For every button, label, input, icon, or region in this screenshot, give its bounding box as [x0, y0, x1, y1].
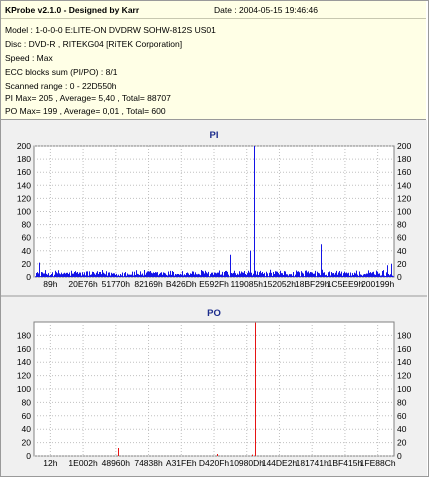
po-x-tick: 48960h: [102, 458, 131, 468]
info-disc: Disc : DVD-R , RITEKG04 [RiTEK Corporati…: [5, 39, 183, 49]
info-pi-summary: PI Max= 205 , Average= 5,40 , Total= 887…: [5, 93, 171, 103]
po-y-tick-right: 180: [397, 330, 411, 340]
po-x-tick: 74838h: [134, 458, 163, 468]
po-y-tick-right: 120: [397, 371, 411, 381]
po-y-tick-right: 40: [397, 424, 407, 434]
po-x-tick: D420Fh: [199, 458, 230, 468]
po-y-tick-right: 60: [397, 411, 407, 421]
pi-y-tick-left: 200: [17, 141, 31, 151]
pi-x-tick: 89h: [43, 279, 57, 289]
po-y-tick-left: 160: [17, 344, 31, 354]
po-x-tick: 12h: [43, 458, 57, 468]
po-y-tick-left: 140: [17, 357, 31, 367]
po-y-tick-right: 80: [397, 397, 407, 407]
pi-y-tick-right: 140: [397, 180, 411, 190]
pi-y-tick-left: 20: [22, 259, 32, 269]
po-x-tick: A31FEh: [166, 458, 197, 468]
pi-y-tick-left: 120: [17, 193, 31, 203]
info-po-summary: PO Max= 199 , Average= 0,01 , Total= 600: [5, 106, 166, 116]
pi-y-tick-right: 200: [397, 141, 411, 151]
po-y-tick-right: 100: [397, 384, 411, 394]
pi-x-tick: 1C5EE9h: [327, 279, 364, 289]
pi-y-tick-right: 180: [397, 154, 411, 164]
pi-x-tick: 200199h: [361, 279, 394, 289]
po-chart-title: PO: [207, 308, 221, 319]
pi-y-tick-right: 20: [397, 259, 407, 269]
info-ecc-blocks: ECC blocks sum (PI/PO) : 8/1: [5, 67, 118, 77]
pi-y-tick-right: 40: [397, 246, 407, 256]
pi-y-tick-right: 120: [397, 193, 411, 203]
po-chart: PO 0 0 20 20 40 40 60 60 80 80 100 100 120 120 140 140 16…: [17, 308, 412, 468]
pi-x-tick: 152052h: [263, 279, 296, 289]
pi-y-tick-right: 80: [397, 220, 407, 230]
po-x-tick: 144DE2h: [262, 458, 298, 468]
po-y-tick-left: 60: [22, 411, 32, 421]
pi-y-tick-right: 0: [397, 272, 402, 282]
po-x-tick: 1FE88Ch: [360, 458, 396, 468]
pi-y-tick-left: 140: [17, 180, 31, 190]
pi-x-tick: 20E76h: [68, 279, 98, 289]
po-y-tick-left: 180: [17, 330, 31, 340]
pi-chart-title: PI: [210, 130, 219, 141]
info-divider: [1, 18, 426, 19]
pi-y-tick-left: 160: [17, 167, 31, 177]
po-x-tick: 181741h: [296, 458, 329, 468]
po-y-tick-right: 20: [397, 438, 407, 448]
info-model: Model : 1-0-0-0 E:LITE-ON DVDRW SOHW-812…: [5, 25, 216, 35]
po-y-tick-right: 140: [397, 357, 411, 367]
pi-y-tick-right: 60: [397, 233, 407, 243]
pi-x-tick: 82169h: [134, 279, 163, 289]
po-y-tick-left: 40: [22, 424, 32, 434]
pi-y-tick-left: 0: [26, 272, 31, 282]
pi-y-tick-right: 100: [397, 207, 411, 217]
pi-x-tick: 51770h: [102, 279, 131, 289]
pi-x-tick: E592Fh: [199, 279, 229, 289]
pi-chart: PI 0 0 20 20 40 40 60 60 80 80 100 100 120 120 140 140 16…: [17, 130, 412, 289]
po-y-tick-left: 20: [22, 438, 32, 448]
po-y-tick-right: 0: [397, 451, 402, 461]
scan-date: Date : 2004-05-15 19:46:46: [214, 5, 318, 15]
info-panel: KProbe v2.1.0 - Designed by Karr Date : …: [1, 1, 426, 120]
po-y-tick-left: 100: [17, 384, 31, 394]
po-y-tick-right: 160: [397, 344, 411, 354]
app-title: KProbe v2.1.0 - Designed by Karr: [5, 5, 140, 15]
po-x-tick: 1E002h: [68, 458, 98, 468]
pi-x-tick: 119085h: [230, 279, 263, 289]
info-scanned-range: Scanned range : 0 - 22D550h: [5, 81, 117, 91]
pi-y-tick-right: 160: [397, 167, 411, 177]
po-y-tick-left: 0: [26, 451, 31, 461]
pi-y-tick-left: 80: [22, 220, 32, 230]
po-y-tick-left: 80: [22, 397, 32, 407]
pi-y-tick-left: 180: [17, 154, 31, 164]
po-x-tick: 10980Dh: [229, 458, 264, 468]
info-speed: Speed : Max: [5, 53, 53, 63]
pi-y-tick-left: 60: [22, 233, 32, 243]
po-x-tick: 1BF415h: [328, 458, 363, 468]
pi-y-tick-left: 40: [22, 246, 32, 256]
pi-x-tick: 18BF29h: [295, 279, 330, 289]
pi-x-tick: B426Dh: [166, 279, 197, 289]
po-y-tick-left: 120: [17, 371, 31, 381]
pi-y-tick-left: 100: [17, 207, 31, 217]
